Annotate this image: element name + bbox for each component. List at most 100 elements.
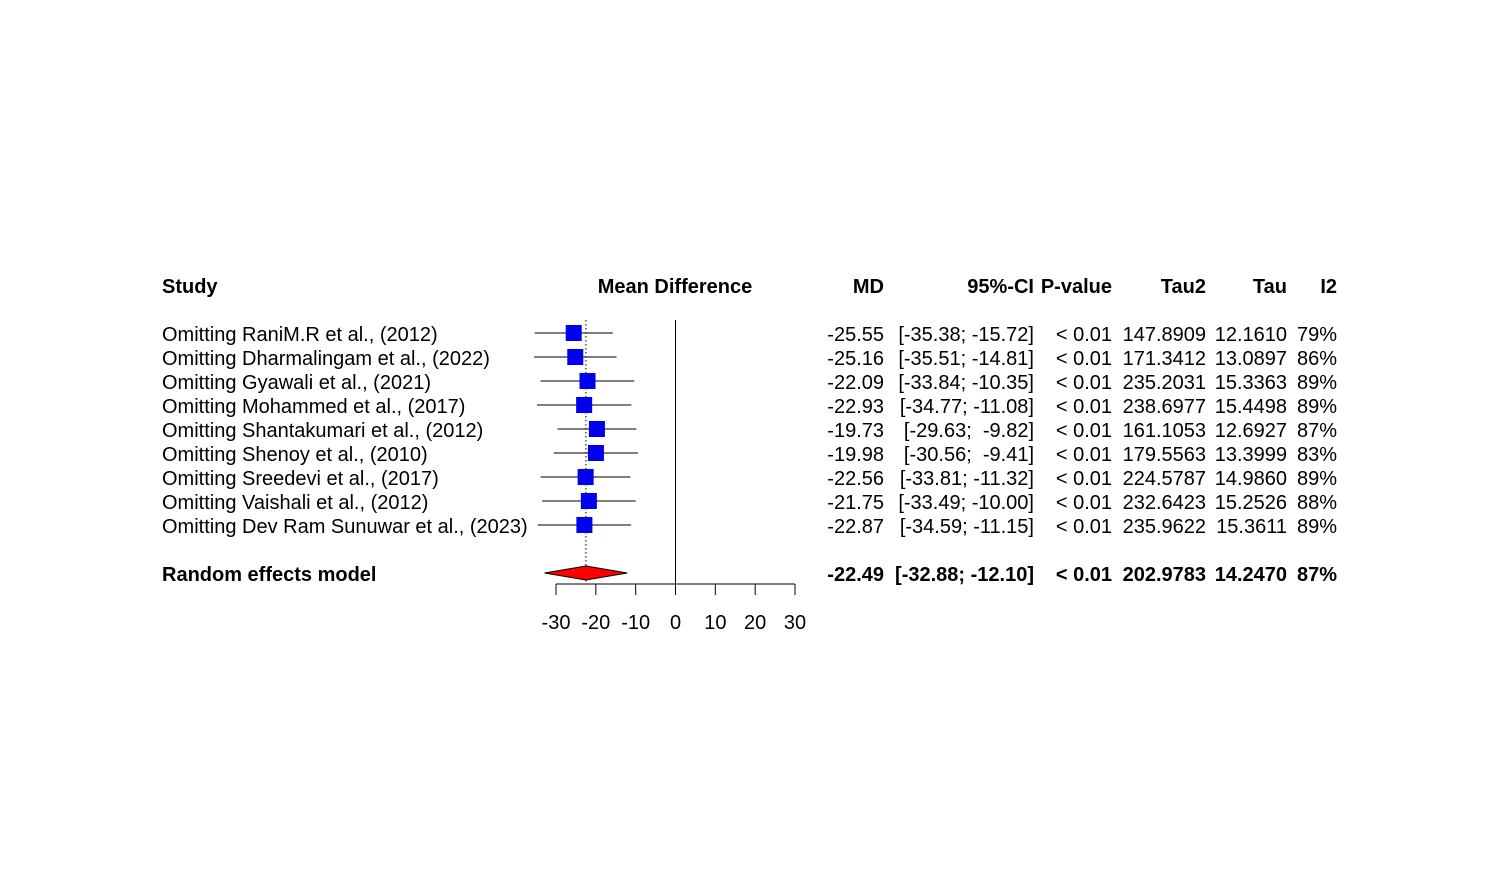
row-7-i2: 88% bbox=[1297, 492, 1337, 514]
effect-square-3 bbox=[576, 397, 593, 413]
row-1-tau: 13.0897 bbox=[1215, 348, 1287, 370]
row-3-md: -22.93 bbox=[827, 396, 884, 418]
row-2-p-value: < 0.01 bbox=[1056, 372, 1112, 394]
row-8-md: -22.87 bbox=[827, 516, 884, 538]
row-7-label: Omitting Vaishali et al., (2012) bbox=[162, 492, 428, 514]
column-headers: Study Mean Difference MD 95%-CI P-value … bbox=[162, 276, 1337, 298]
row-2-tau: 15.3363 bbox=[1215, 372, 1287, 394]
row-5-label: Omitting Shenoy et al., (2010) bbox=[162, 444, 428, 466]
summary-label: Random effects model bbox=[162, 564, 376, 586]
row-7-md: -21.75 bbox=[827, 492, 884, 514]
row-4-tau2: 161.1053 bbox=[1123, 420, 1206, 442]
header-95-ci: 95%-CI bbox=[967, 276, 1034, 298]
row-1-md: -25.16 bbox=[827, 348, 884, 370]
row-0-ci: [-35.38; -15.72] bbox=[898, 324, 1034, 346]
row-2-tau2: 235.2031 bbox=[1123, 372, 1206, 394]
row-3-p-value: < 0.01 bbox=[1056, 396, 1112, 418]
header-i2: I2 bbox=[1320, 276, 1337, 298]
summary-ci: [-32.88; -12.10] bbox=[895, 564, 1034, 586]
header-study: Study bbox=[162, 276, 218, 298]
effect-square-5 bbox=[587, 445, 604, 461]
study-rows: Omitting RaniM.R et al., (2012) -25.55 [-3… bbox=[162, 324, 1337, 586]
effect-square-0 bbox=[565, 325, 582, 341]
row-3-tau2: 238.6977 bbox=[1123, 396, 1206, 418]
row-4-ci: [-29.63; -9.82] bbox=[904, 420, 1034, 442]
row-3-ci: [-34.77; -11.08] bbox=[900, 396, 1034, 418]
row-5-i2: 83% bbox=[1297, 444, 1337, 466]
row-2-label: Omitting Gyawali et al., (2021) bbox=[162, 372, 431, 394]
row-6-i2: 89% bbox=[1297, 468, 1337, 490]
row-6-md: -22.56 bbox=[827, 468, 884, 490]
row-8-ci: [-34.59; -11.15] bbox=[900, 516, 1034, 538]
row-0-p-value: < 0.01 bbox=[1056, 324, 1112, 346]
summary-p-value: < 0.01 bbox=[1056, 564, 1112, 586]
row-0-tau: 12.1610 bbox=[1215, 324, 1287, 346]
x-tick-label-2: -10 bbox=[621, 612, 650, 634]
row-7-ci: [-33.49; -10.00] bbox=[898, 492, 1034, 514]
row-6-label: Omitting Sreedevi et al., (2017) bbox=[162, 468, 439, 490]
row-2-ci: [-33.84; -10.35] bbox=[898, 372, 1034, 394]
header-tau: Tau bbox=[1253, 276, 1287, 298]
row-4-tau: 12.6927 bbox=[1215, 420, 1287, 442]
x-tick-label-1: -20 bbox=[581, 612, 610, 634]
summary-i2: 87% bbox=[1297, 564, 1337, 586]
row-8-i2: 89% bbox=[1297, 516, 1337, 538]
row-7-tau: 15.2526 bbox=[1215, 492, 1287, 514]
effect-square-1 bbox=[567, 349, 584, 365]
row-6-ci: [-33.81; -11.32] bbox=[900, 468, 1034, 490]
row-0-i2: 79% bbox=[1297, 324, 1337, 346]
effect-square-2 bbox=[579, 373, 596, 389]
row-8-label: Omitting Dev Ram Sunuwar et al., (2023) bbox=[162, 516, 528, 538]
summary-md: -22.49 bbox=[827, 564, 884, 586]
header-tau2: Tau2 bbox=[1161, 276, 1206, 298]
header-mean-difference: Mean Difference bbox=[598, 276, 753, 298]
x-tick-label-6: 30 bbox=[784, 612, 806, 634]
row-4-i2: 87% bbox=[1297, 420, 1337, 442]
summary-tau: 14.2470 bbox=[1215, 564, 1287, 586]
row-8-tau2: 235.9622 bbox=[1123, 516, 1206, 538]
row-1-tau2: 171.3412 bbox=[1123, 348, 1206, 370]
row-4-p-value: < 0.01 bbox=[1056, 420, 1112, 442]
header-md: MD bbox=[853, 276, 884, 298]
row-7-p-value: < 0.01 bbox=[1056, 492, 1112, 514]
row-8-tau: 15.3611 bbox=[1216, 516, 1287, 538]
x-tick-label-0: -30 bbox=[542, 612, 571, 634]
header-p-value: P-value bbox=[1041, 276, 1112, 298]
row-5-md: -19.98 bbox=[827, 444, 884, 466]
row-5-tau: 13.3999 bbox=[1215, 444, 1287, 466]
row-6-tau2: 224.5787 bbox=[1123, 468, 1206, 490]
row-2-i2: 89% bbox=[1297, 372, 1337, 394]
row-0-md: -25.55 bbox=[827, 324, 884, 346]
row-4-md: -19.73 bbox=[827, 420, 884, 442]
summary-diamond bbox=[544, 565, 628, 581]
effect-square-4 bbox=[588, 421, 605, 437]
row-7-tau2: 232.6423 bbox=[1123, 492, 1206, 514]
row-1-label: Omitting Dharmalingam et al., (2022) bbox=[162, 348, 490, 370]
x-tick-label-3: 0 bbox=[670, 612, 681, 634]
x-axis: -30 -20 -10 0 10 20 30 bbox=[542, 583, 806, 634]
row-5-p-value: < 0.01 bbox=[1056, 444, 1112, 466]
row-6-p-value: < 0.01 bbox=[1056, 468, 1112, 490]
effect-square-8 bbox=[576, 517, 593, 533]
row-0-tau2: 147.8909 bbox=[1123, 324, 1206, 346]
row-3-i2: 89% bbox=[1297, 396, 1337, 418]
row-3-tau: 15.4498 bbox=[1215, 396, 1287, 418]
row-2-md: -22.09 bbox=[827, 372, 884, 394]
row-0-label: Omitting RaniM.R et al., (2012) bbox=[162, 324, 438, 346]
effect-square-7 bbox=[580, 493, 597, 509]
effect-square-6 bbox=[577, 469, 594, 485]
x-tick-label-5: 20 bbox=[744, 612, 766, 634]
row-5-tau2: 179.5563 bbox=[1123, 444, 1206, 466]
row-3-label: Omitting Mohammed et al., (2017) bbox=[162, 396, 465, 418]
summary-tau2: 202.9783 bbox=[1123, 564, 1206, 586]
row-1-i2: 86% bbox=[1297, 348, 1337, 370]
row-8-p-value: < 0.01 bbox=[1056, 516, 1112, 538]
plot-area bbox=[534, 320, 676, 584]
x-tick-label-4: 10 bbox=[704, 612, 726, 634]
row-1-p-value: < 0.01 bbox=[1056, 348, 1112, 370]
row-6-tau: 14.9860 bbox=[1215, 468, 1287, 490]
row-4-label: Omitting Shantakumari et al., (2012) bbox=[162, 420, 483, 442]
row-5-ci: [-30.56; -9.41] bbox=[904, 444, 1034, 466]
row-1-ci: [-35.51; -14.81] bbox=[898, 348, 1034, 370]
